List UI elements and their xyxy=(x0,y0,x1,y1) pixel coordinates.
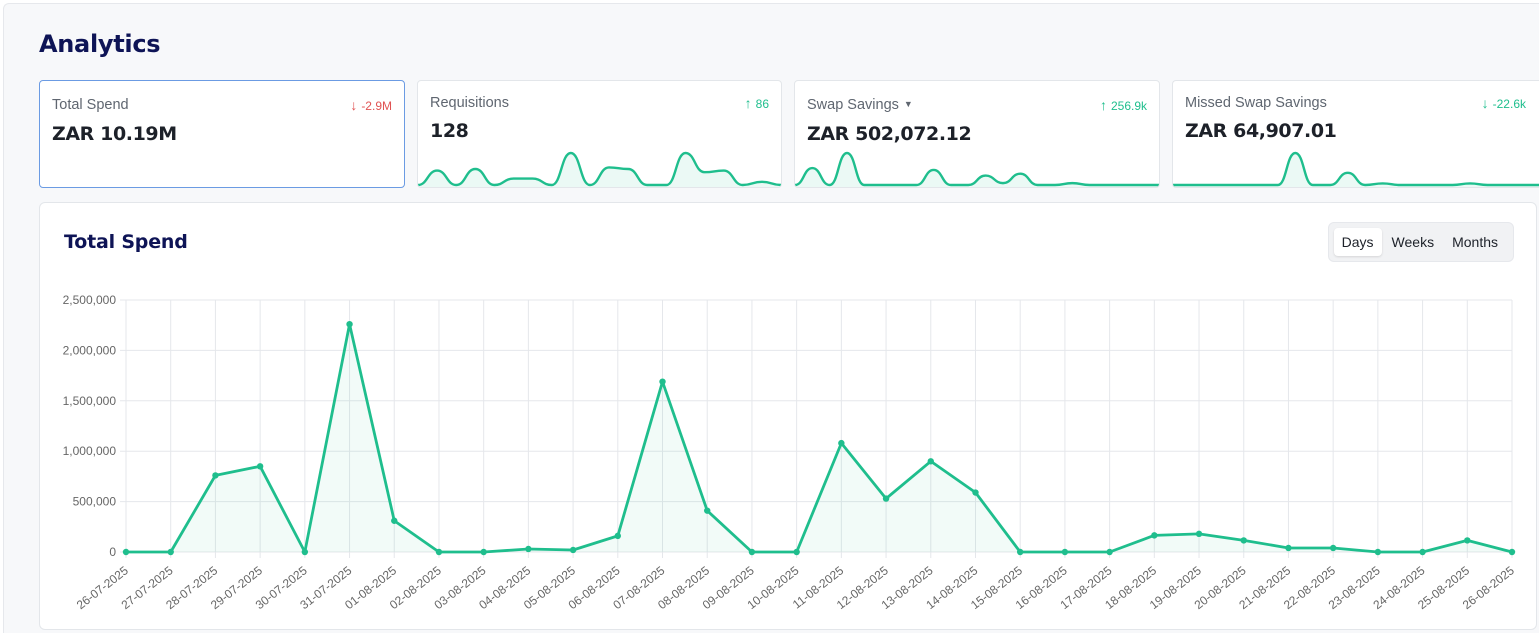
data-point xyxy=(346,320,353,328)
data-point xyxy=(391,517,398,524)
data-point xyxy=(569,546,577,554)
kpi-delta: ↓ -22.6k xyxy=(1482,95,1526,111)
kpi-card-requisitions[interactable]: Requisitions ↑ 86 128 xyxy=(417,80,782,188)
kpi-label: Missed Swap Savings xyxy=(1185,95,1327,111)
sparkline xyxy=(1173,147,1539,187)
kpi-card-swap-savings[interactable]: Swap Savings ▼ ↑ 256.9k ZAR 502,072.12 xyxy=(794,80,1160,188)
period-toggle: Days Weeks Months xyxy=(1327,222,1514,262)
arrow-up-icon: ↑ xyxy=(744,95,752,111)
kpi-delta-value: 86 xyxy=(755,97,769,111)
kpi-card-missed-swap-savings[interactable]: Missed Swap Savings ↓ -22.6k ZAR 64,907.0… xyxy=(1172,80,1539,188)
kpi-delta-value: -22.6k xyxy=(1492,97,1526,111)
data-point xyxy=(1329,544,1337,552)
data-point xyxy=(659,378,666,385)
data-point xyxy=(614,532,622,540)
data-point xyxy=(1016,548,1024,556)
data-point xyxy=(301,548,309,556)
page-title: Analytics xyxy=(39,30,161,58)
kpi-delta: ↓ -2.9M xyxy=(350,97,392,113)
sparkline-area xyxy=(418,153,781,187)
sparkline xyxy=(795,147,1159,187)
data-point xyxy=(480,548,487,556)
data-point xyxy=(1106,548,1113,556)
kpi-card-total-spend[interactable]: Total Spend ↓ -2.9M ZAR 10.19M xyxy=(39,80,405,188)
data-point xyxy=(525,545,532,553)
total-spend-panel: 0 500,000 1,000,000 1,500,000 2,000,000 2,500… xyxy=(39,202,1537,630)
kpi-delta-value: 256.9k xyxy=(1110,99,1147,113)
kpi-value: 128 xyxy=(430,120,469,142)
data-point xyxy=(1419,548,1426,556)
panel-title: Total Spend xyxy=(64,231,188,253)
kpi-label-dropdown[interactable]: Swap Savings ▼ xyxy=(807,97,913,113)
y-tick-label: 2,000,000 xyxy=(63,343,117,357)
toggle-days[interactable]: Days xyxy=(1333,228,1382,256)
toggle-weeks[interactable]: Weeks xyxy=(1391,234,1435,250)
y-tick-label: 1,500,000 xyxy=(63,394,117,408)
kpi-value: ZAR 64,907.01 xyxy=(1185,120,1337,142)
series-area xyxy=(126,324,1512,552)
analytics-page: Analytics Total Spend ↓ -2.9M ZAR 10.19M … xyxy=(3,3,1539,633)
data-point xyxy=(1195,530,1203,538)
toggle-months[interactable]: Months xyxy=(1452,234,1498,250)
data-point xyxy=(167,548,174,556)
data-point xyxy=(1151,532,1158,539)
y-tick-label: 500,000 xyxy=(73,495,117,509)
data-point xyxy=(1464,537,1471,544)
kpi-value: ZAR 502,072.12 xyxy=(807,123,972,145)
total-spend-chart: 0 500,000 1,000,000 1,500,000 2,000,000 2,500… xyxy=(63,293,1517,612)
data-point xyxy=(1061,548,1069,556)
kpi-label: Requisitions xyxy=(430,95,509,111)
data-point xyxy=(1374,548,1382,556)
arrow-down-icon: ↓ xyxy=(350,97,358,113)
kpi-label: Total Spend xyxy=(52,97,129,113)
sparkline-line xyxy=(795,153,1159,185)
y-tick-label: 0 xyxy=(109,545,116,559)
kpi-value: ZAR 10.19M xyxy=(52,123,177,145)
data-point xyxy=(793,548,800,556)
data-point xyxy=(212,472,219,479)
data-point xyxy=(1240,537,1247,544)
data-point xyxy=(122,548,130,556)
sparkline-line xyxy=(418,153,781,185)
sparkline-line xyxy=(1173,153,1539,185)
kpi-delta-value: -2.9M xyxy=(361,99,392,113)
arrow-down-icon: ↓ xyxy=(1481,95,1489,111)
grid xyxy=(120,299,1513,558)
kpi-delta: ↑ 256.9k xyxy=(1100,97,1147,113)
y-tick-label: 2,500,000 xyxy=(63,293,117,307)
data-point xyxy=(704,507,711,514)
kpi-label: Swap Savings xyxy=(807,97,899,113)
arrow-up-icon: ↑ xyxy=(1099,97,1107,113)
data-point xyxy=(882,495,890,502)
series-line xyxy=(126,322,1513,554)
sparkline-area xyxy=(1173,153,1539,187)
caret-down-icon: ▼ xyxy=(903,99,913,109)
data-point xyxy=(435,548,443,556)
data-point xyxy=(1285,544,1292,552)
y-tick-label: 1,000,000 xyxy=(63,444,117,458)
sparkline xyxy=(418,147,781,187)
data-point xyxy=(256,463,264,470)
kpi-delta: ↑ 86 xyxy=(745,95,769,111)
data-point xyxy=(927,458,934,465)
data-point xyxy=(972,489,979,496)
data-point xyxy=(1508,548,1516,556)
data-point xyxy=(748,548,756,556)
data-point xyxy=(838,439,845,447)
